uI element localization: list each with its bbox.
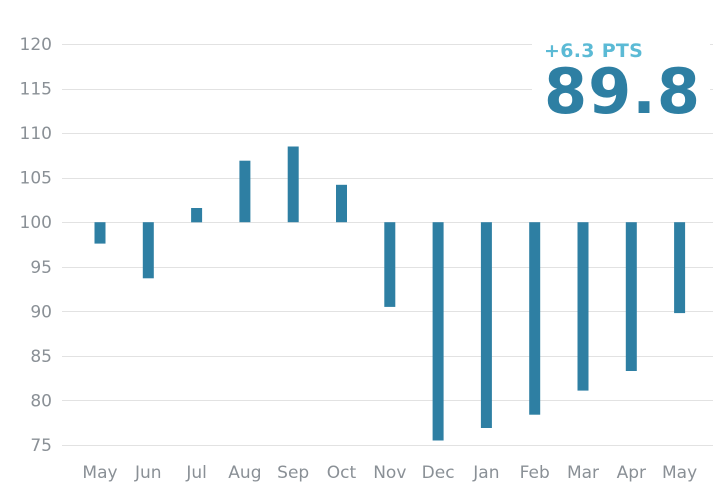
x-tick-label: May	[662, 463, 697, 483]
kpi-value: 89.8	[544, 55, 701, 128]
x-tick-label: Jan	[472, 463, 499, 483]
y-axis-ticks: 120 115 110 105 100 95 90 85 80 75	[20, 35, 52, 456]
x-tick-label: Nov	[373, 463, 406, 483]
y-tick-label: 100	[20, 213, 52, 233]
y-tick-label: 95	[30, 258, 52, 278]
bar-may-0	[94, 222, 106, 244]
x-tick-label: May	[82, 463, 117, 483]
kpi-change: +6.3 PTS	[544, 40, 644, 62]
bar-mar-10	[577, 222, 589, 391]
bar-feb-9	[529, 222, 541, 415]
bar-may-12	[674, 222, 686, 314]
y-tick-label: 105	[20, 169, 52, 189]
bar-aug-3	[239, 160, 251, 223]
y-tick-label: 115	[20, 80, 52, 100]
x-tick-label: Mar	[567, 463, 599, 483]
bar-jan-8	[480, 222, 492, 428]
x-tick-label: Dec	[422, 463, 455, 483]
x-tick-label: Feb	[520, 463, 550, 483]
y-tick-label: 90	[30, 302, 52, 322]
y-tick-label: 120	[20, 35, 52, 55]
x-tick-label: Jun	[134, 463, 162, 483]
bar-jul-2	[191, 208, 203, 223]
x-axis-ticks: May Jun Jul Aug Sep Oct Nov Dec Jan Feb Mar Apr May	[82, 463, 697, 483]
x-tick-label: Apr	[617, 463, 646, 483]
bar-dec-7	[432, 222, 444, 441]
bar-apr-11	[625, 222, 637, 371]
bar-sep-4	[287, 146, 299, 223]
x-tick-label: Jul	[185, 463, 207, 483]
bar-nov-6	[384, 222, 396, 307]
bars	[94, 146, 686, 441]
bar-oct-5	[336, 184, 347, 223]
kpi-panel: +6.3 PTS 89.8	[532, 34, 710, 126]
x-tick-label: Oct	[327, 463, 357, 483]
y-tick-label: 85	[30, 347, 52, 367]
y-tick-label: 75	[30, 436, 52, 456]
x-tick-label: Aug	[228, 463, 261, 483]
y-tick-label: 110	[20, 124, 52, 144]
bar-jun-1	[142, 222, 154, 279]
y-tick-label: 80	[30, 391, 52, 411]
x-tick-label: Sep	[277, 463, 309, 483]
